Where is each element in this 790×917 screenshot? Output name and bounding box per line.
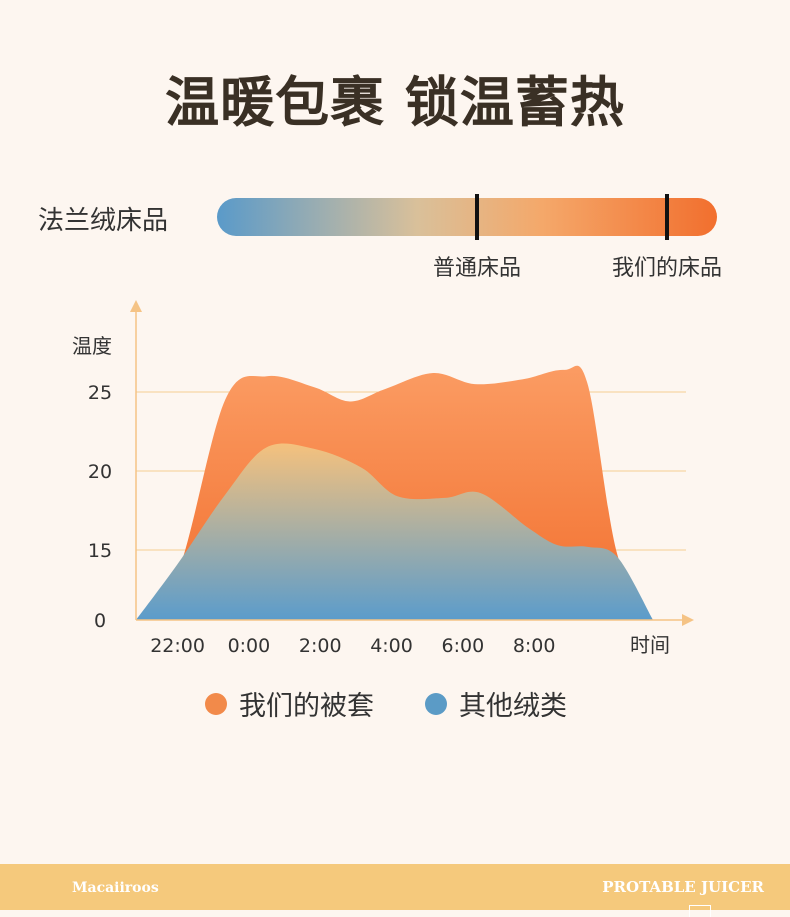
legend-item: 其他绒类 (425, 684, 567, 723)
y-axis-title: 温度 (72, 334, 112, 358)
legend-swatch (205, 692, 227, 715)
legend-label: 我们的被套 (239, 691, 374, 722)
scale-marker (665, 194, 669, 240)
y-tick-label: 20 (88, 461, 112, 483)
page-title: 温暖包裹 锁温蓄热 (165, 71, 625, 134)
x-tick-label: 8:00 (513, 635, 556, 657)
footer-bar: Macaiiroos PROTABLE JUICER (0, 864, 790, 910)
temperature-area-chart: 25 20 15 0 温度 22:00 0:00 2:00 4:00 6:00 8:00 时间 (72, 300, 694, 657)
x-axis-arrow (682, 614, 694, 626)
footer-brand: Macaiiroos (72, 880, 159, 896)
x-tick-label: 2:00 (299, 635, 342, 657)
x-tick-label: 4:00 (370, 635, 413, 657)
legend-swatch (425, 692, 447, 715)
legend-label: 其他绒类 (459, 691, 567, 722)
x-tick-label: 0:00 (228, 635, 271, 657)
y-tick-label: 15 (88, 540, 112, 562)
scale-marker (475, 194, 479, 240)
x-tick-label: 6:00 (442, 635, 485, 657)
y-tick-label: 0 (94, 610, 106, 632)
footer-decoration (689, 905, 711, 917)
x-tick-label: 22:00 (150, 635, 205, 657)
scale-marker-label: 普通床品 (433, 256, 522, 281)
y-axis-arrow (130, 300, 142, 312)
scale-marker-label: 我们的床品 (612, 256, 723, 281)
footer-product: PROTABLE JUICER (602, 878, 764, 896)
x-axis-title: 时间 (630, 633, 670, 657)
series-area-other (136, 443, 653, 620)
legend-item: 我们的被套 (205, 684, 374, 723)
y-tick-label: 25 (88, 382, 112, 404)
warmth-scale-bar (217, 198, 717, 236)
scale-label: 法兰绒床品 (38, 206, 169, 236)
